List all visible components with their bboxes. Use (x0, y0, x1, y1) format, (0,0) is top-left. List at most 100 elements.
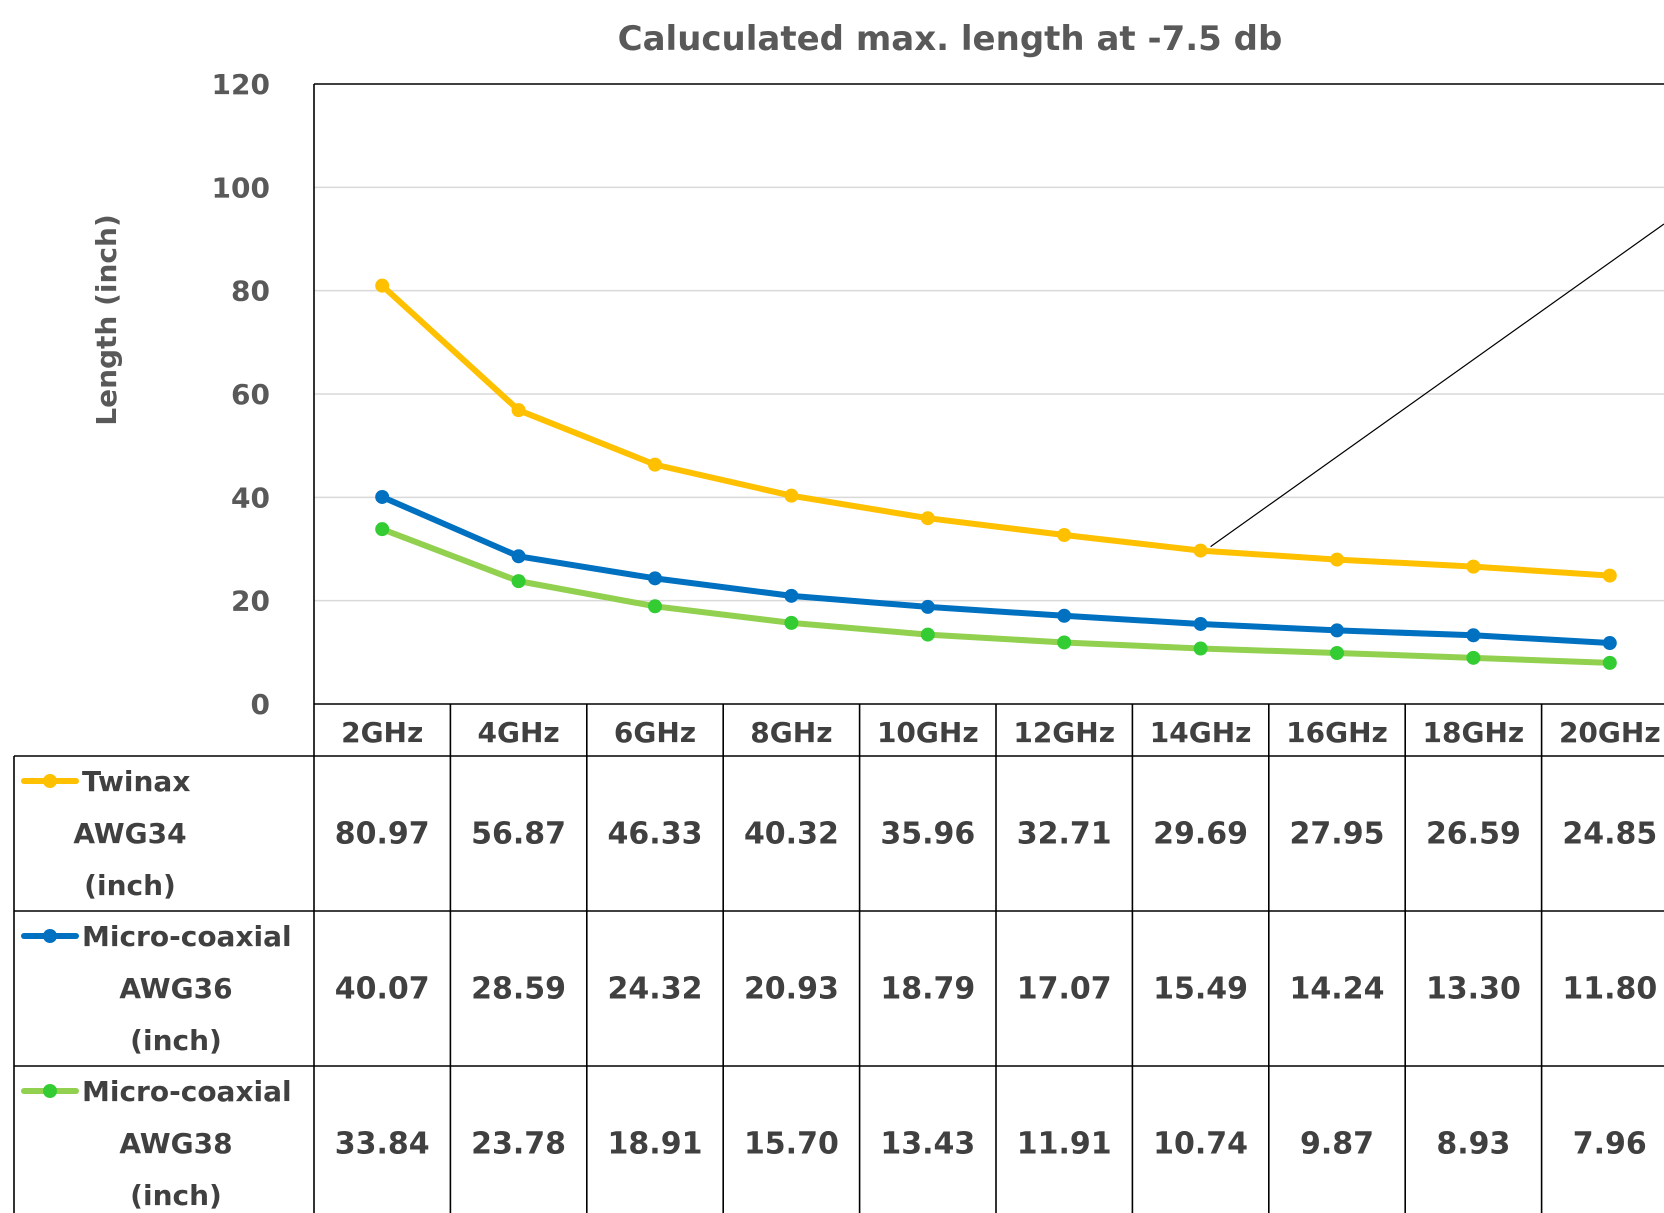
data-point (375, 490, 389, 504)
table-value-cell: 23.78 (471, 1127, 566, 1162)
data-table: 2GHz 4GHz 6GHz 8GHz 10GHz 12GHz 14GHz 16GHz 18GH… (14, 704, 1664, 1213)
data-point (1057, 528, 1071, 542)
x-category-label: 14GHz (1150, 716, 1252, 749)
table-value-cell: 56.87 (471, 817, 566, 852)
data-point (1330, 646, 1344, 660)
table-value-cell: 18.79 (880, 972, 975, 1007)
table-value-cell: 17.07 (1017, 972, 1112, 1007)
x-category-label: 12GHz (1013, 716, 1115, 749)
series-0 (375, 279, 1617, 583)
y-tick-label: 40 (231, 481, 270, 514)
table-value-cell: 11.91 (1017, 1127, 1112, 1162)
table-value-cell: 40.07 (335, 972, 430, 1007)
table-value-cell: 13.43 (880, 1127, 975, 1162)
data-point (648, 599, 662, 613)
table-value-cell: 11.80 (1562, 972, 1657, 1007)
y-tick-label: 0 (251, 688, 270, 721)
series-name-label: AWG36 (119, 972, 232, 1005)
table-value-cell: 35.96 (880, 817, 975, 852)
data-point (1603, 569, 1617, 583)
table-value-cell: 13.30 (1426, 972, 1521, 1007)
data-point (375, 279, 389, 293)
legend-key-marker (43, 774, 57, 788)
table-value-cell: 15.70 (744, 1127, 839, 1162)
data-point (512, 549, 526, 563)
data-point (1603, 656, 1617, 670)
series-name-label: (inch) (84, 869, 176, 902)
table-value-cell: 14.24 (1290, 972, 1385, 1007)
table-value-cell: 24.85 (1562, 817, 1657, 852)
table-value-cell: 80.97 (335, 817, 430, 852)
chart-title: Caluculated max. length at -7.5 db (618, 19, 1283, 59)
series-name-label: Twinax (82, 765, 190, 798)
table-value-cell: 40.32 (744, 817, 839, 852)
series-lines (375, 279, 1617, 670)
data-point (784, 489, 798, 503)
y-axis-ticks: 0 20 40 60 80 100 120 (212, 68, 270, 721)
data-point (921, 628, 935, 642)
gridlines (314, 187, 1664, 600)
x-category-label: 2GHz (341, 716, 423, 749)
series-line (382, 497, 1610, 643)
data-point (1194, 617, 1208, 631)
data-point (1466, 628, 1480, 642)
series-2 (375, 522, 1617, 670)
data-point (512, 403, 526, 417)
y-tick-label: 20 (231, 585, 270, 618)
table-value-cell: 20.93 (744, 972, 839, 1007)
series-name-label: AWG38 (119, 1127, 232, 1160)
legend-key-marker (43, 929, 57, 943)
data-point (512, 574, 526, 588)
data-point (1330, 553, 1344, 567)
series-name-label: AWG34 (73, 817, 186, 850)
x-category-label: 10GHz (877, 716, 979, 749)
x-category-label: 6GHz (614, 716, 696, 749)
series-1 (375, 490, 1617, 650)
table-value-cell: 26.59 (1426, 817, 1521, 852)
y-tick-label: 120 (212, 68, 270, 101)
y-tick-label: 60 (231, 378, 270, 411)
callout (1211, 224, 1664, 547)
series-name-label: (inch) (130, 1179, 222, 1212)
series-name-label: Micro-coaxial (82, 920, 292, 953)
y-tick-label: 100 (212, 171, 270, 204)
table-value-cell: 9.87 (1300, 1127, 1374, 1162)
table-value-cell: 29.69 (1153, 817, 1248, 852)
data-point (648, 458, 662, 472)
series-name-label: Micro-coaxial (82, 1075, 292, 1108)
data-point (784, 589, 798, 603)
x-category-label: 16GHz (1286, 716, 1388, 749)
table-value-cell: 27.95 (1290, 817, 1385, 852)
data-point (1057, 609, 1071, 623)
data-point (1603, 636, 1617, 650)
table-value-cell: 18.91 (608, 1127, 703, 1162)
y-tick-label: 80 (231, 275, 270, 308)
data-point (375, 522, 389, 536)
data-point (1466, 651, 1480, 665)
table-value-cell: 33.84 (335, 1127, 430, 1162)
x-category-label: 4GHz (477, 716, 559, 749)
table-value-cell: 24.32 (608, 972, 703, 1007)
table-value-cell: 7.96 (1573, 1127, 1647, 1162)
data-point (921, 511, 935, 525)
data-point (1057, 635, 1071, 649)
table-value-cell: 8.93 (1436, 1127, 1510, 1162)
data-point (1194, 642, 1208, 656)
table-value-cell: 28.59 (471, 972, 566, 1007)
x-category-label: 8GHz (750, 716, 832, 749)
x-category-label: 18GHz (1423, 716, 1525, 749)
data-point (1330, 623, 1344, 637)
series-line (382, 529, 1610, 663)
legend-key-marker (43, 1084, 57, 1098)
series-name-label: (inch) (130, 1024, 222, 1057)
table-value-cell: 46.33 (608, 817, 703, 852)
data-point (784, 616, 798, 630)
table-value-cell: 15.49 (1153, 972, 1248, 1007)
callout-leader-line (1211, 224, 1664, 547)
y-axis-label: Length (inch) (90, 214, 123, 426)
table-value-cell: 10.74 (1153, 1127, 1248, 1162)
x-category-label: 20GHz (1559, 716, 1661, 749)
series-line (382, 286, 1610, 576)
data-point (648, 571, 662, 585)
